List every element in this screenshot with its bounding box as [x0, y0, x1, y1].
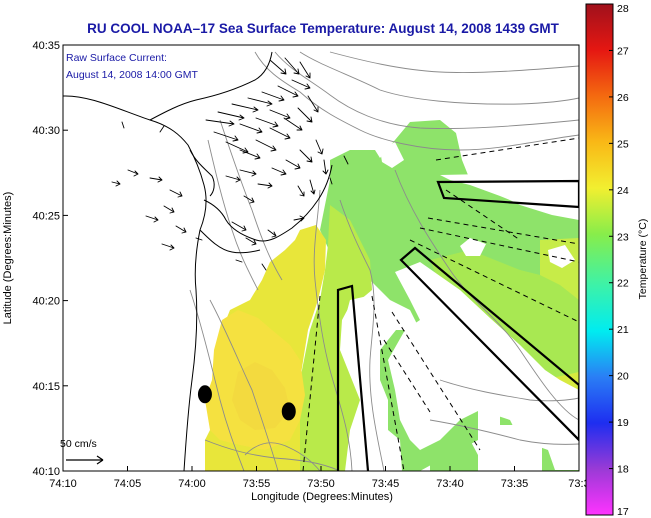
- y-tick-label: 40:15: [32, 381, 60, 393]
- colorbar-tick-label: 28: [617, 3, 629, 15]
- x-axis-ticks: 74:10 74:05 74:00 73:55 73:50 73:45 73:40 73:35…: [49, 466, 590, 490]
- colorbar-tick-label: 22: [617, 278, 629, 290]
- current-annotation-line-1: Raw Surface Current:: [66, 52, 167, 64]
- plot-area: [63, 45, 579, 471]
- y-axis-ticks: 40:35 40:30 40:25 40:20 40:15 40:10: [32, 40, 68, 478]
- current-annotation-line-2: August 14, 2008 14:00 GMT: [66, 69, 199, 81]
- x-tick-label: 73:55: [243, 478, 271, 490]
- colorbar-tick-label: 18: [617, 464, 629, 476]
- colorbar-tick-label: 24: [617, 185, 629, 197]
- colorbar-tick-label: 19: [617, 417, 629, 429]
- station-markers: [197, 385, 296, 421]
- sector-east: [399, 246, 579, 442]
- sector-northeast: [436, 179, 579, 209]
- radar-sectors: [302, 137, 579, 471]
- colorbar-gradient: [585, 3, 614, 516]
- scale-arrow: [66, 455, 104, 465]
- sector-south: [336, 284, 370, 471]
- scale-label: 50 cm/s: [60, 438, 97, 450]
- y-axis-label: Latitude (Degrees:Minutes): [2, 192, 14, 325]
- x-tick-label: 74:05: [114, 478, 142, 490]
- y-tick-label: 40:20: [32, 296, 60, 308]
- y-tick-label: 40:25: [32, 210, 60, 222]
- colorbar-tick-label: 26: [617, 92, 629, 104]
- colorbar-tick-label: 25: [617, 138, 629, 150]
- x-axis-label: Longitude (Degrees:Minutes): [251, 491, 393, 503]
- x-tick-label: 73:35: [501, 478, 529, 490]
- y-tick-label: 40:30: [32, 125, 60, 137]
- colorbar-tick-label: 21: [617, 324, 629, 336]
- chart-title: RU COOL NOAA–17 Sea Surface Temperature:…: [87, 21, 559, 36]
- x-tick-label: 73:45: [372, 478, 400, 490]
- sst-field: [205, 120, 579, 471]
- station-marker: [197, 385, 212, 404]
- station-marker: [281, 402, 296, 421]
- x-tick-label: 74:00: [178, 478, 206, 490]
- y-tick-label: 40:10: [32, 466, 60, 478]
- colorbar-ticks: 28 27 26 25 24 23 22 21 20 19 18 17: [609, 3, 629, 518]
- bathymetry-contours: [189, 51, 579, 471]
- colorbar-tick-label: 27: [617, 45, 629, 57]
- colorbar-tick-label: 20: [617, 371, 629, 383]
- colorbar-label: Temperature (°C): [637, 219, 649, 300]
- y-tick-label: 40:35: [32, 40, 60, 52]
- colorbar: 28 27 26 25 24 23 22 21 20 19 18 17 Temperature (°C…: [585, 3, 649, 518]
- coastline: [63, 51, 333, 471]
- x-tick-label: 74:10: [49, 478, 77, 490]
- x-tick-label: 73:40: [436, 478, 464, 490]
- colorbar-tick-label: 17: [617, 506, 629, 518]
- x-tick-label: 73:3: [568, 478, 589, 490]
- x-tick-label: 73:50: [307, 478, 335, 490]
- colorbar-tick-label: 23: [617, 231, 629, 243]
- surface-current-vectors: [111, 57, 349, 271]
